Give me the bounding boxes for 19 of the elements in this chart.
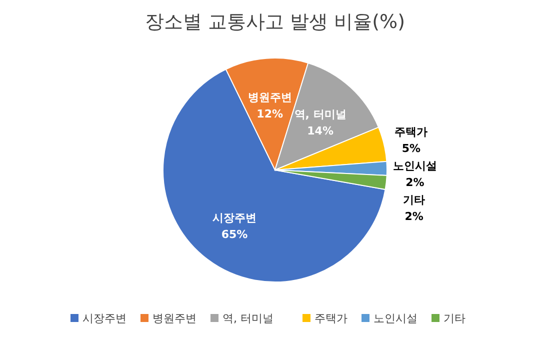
data-label: 5% — [402, 142, 421, 155]
data-label: 14% — [307, 124, 334, 138]
slice-label: 시장주변 — [212, 211, 257, 224]
legend-label: 노인시설 — [374, 312, 418, 325]
slice-label: 기타 — [403, 193, 426, 206]
slice-label: 노인시설 — [392, 159, 437, 172]
slice-label: 역, 터미널 — [294, 108, 346, 122]
slice-label: 병원주변 — [248, 90, 292, 104]
slice-label: 주택가 — [394, 125, 428, 138]
data-label: 12% — [256, 107, 284, 120]
legend-label: 기타 — [444, 312, 466, 325]
data-label: 65% — [221, 228, 248, 241]
data-label: 2% — [404, 210, 424, 223]
legend-label: 시장주변 — [82, 312, 126, 325]
legend-label: 병원주변 — [152, 312, 196, 325]
legend-label: 역, 터미널 — [222, 312, 274, 325]
data-label: 2% — [406, 176, 424, 189]
chart-title: 장소별 교통사고 발생 비율(%) — [145, 11, 405, 33]
legend-label: 주택가 — [314, 312, 348, 325]
